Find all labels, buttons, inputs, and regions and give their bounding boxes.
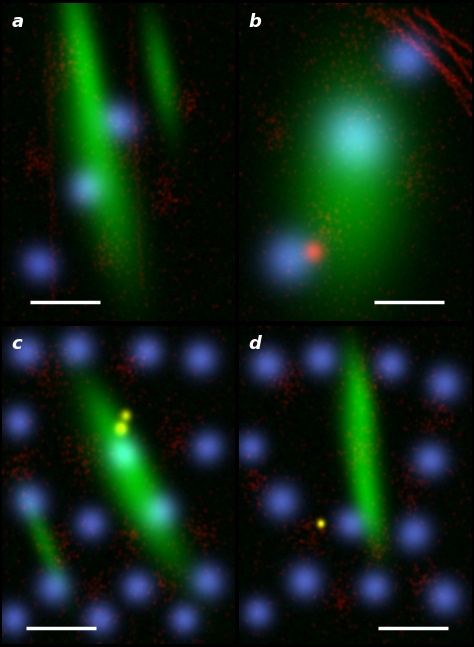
Text: c: c bbox=[12, 335, 22, 353]
Text: a: a bbox=[12, 13, 24, 31]
Text: d: d bbox=[248, 335, 261, 353]
Text: b: b bbox=[248, 13, 261, 31]
